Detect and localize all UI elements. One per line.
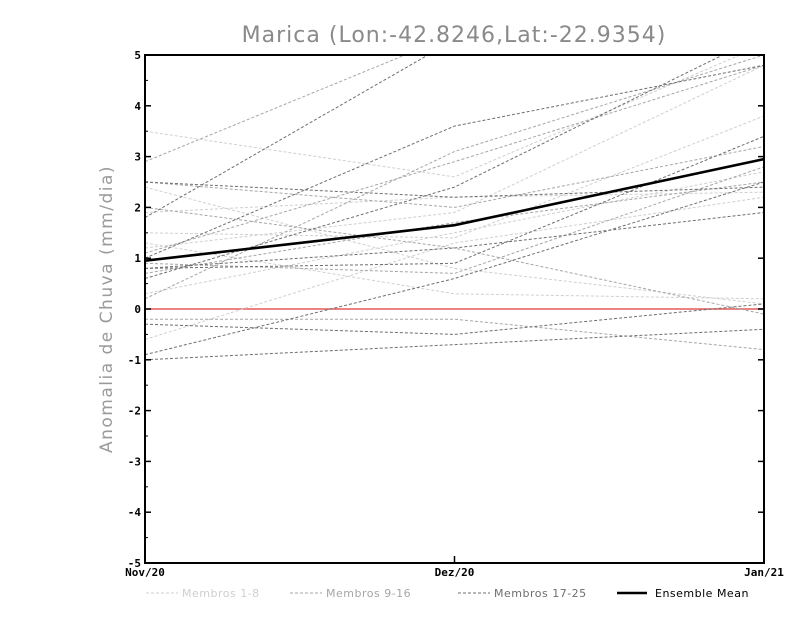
member-line-7 — [145, 64, 764, 249]
legend-label: Membros 17-25 — [494, 587, 587, 600]
member-line-2 — [145, 191, 764, 213]
y-tick-label: 3 — [134, 151, 141, 164]
member-line-24 — [145, 64, 764, 259]
legend-label: Ensemble Mean — [655, 587, 749, 600]
member-line-21 — [145, 303, 764, 335]
chart-title: Marica (Lon:-42.8246,Lat:-22.9354) — [242, 23, 667, 48]
member-line-11 — [145, 64, 764, 254]
member-line-10 — [145, 145, 764, 208]
y-tick-label: 4 — [134, 100, 141, 113]
legend-label: Membros 9-16 — [326, 587, 411, 600]
member-line-4 — [145, 242, 764, 300]
y-tick-label: 2 — [134, 201, 141, 214]
y-tick-label: 0 — [134, 303, 141, 316]
member-line-18 — [145, 55, 724, 279]
member-line-13 — [145, 318, 764, 351]
ensemble-mean-line — [145, 157, 764, 262]
member-line-20 — [145, 135, 764, 269]
member-line-16 — [145, 206, 764, 315]
member-line-5 — [145, 171, 764, 295]
member-line-8 — [145, 186, 764, 305]
member-line-6 — [145, 196, 764, 340]
series-layer — [145, 55, 764, 361]
legend: Membros 1-8 Membros 9-16 Membros 17-25 Ense… — [146, 587, 749, 600]
member-line-1 — [145, 55, 742, 178]
member-line-12 — [145, 181, 764, 274]
y-tick-label: -2 — [128, 405, 141, 418]
member-line-14 — [145, 166, 764, 274]
member-line-23 — [145, 328, 764, 361]
y-tick-label: -1 — [128, 354, 142, 367]
y-tick-label: -4 — [128, 506, 142, 519]
y-tick-label: 1 — [134, 252, 141, 265]
member-line-19 — [145, 181, 764, 198]
y-tick-label: 5 — [134, 49, 141, 62]
legend-label: Membros 1-8 — [182, 587, 260, 600]
x-tick-label: Nov/20 — [125, 566, 165, 579]
member-line-25 — [145, 212, 764, 269]
member-line-22 — [145, 181, 764, 356]
member-line-3 — [145, 115, 764, 239]
x-tick-label: Dez/20 — [435, 566, 475, 579]
x-tick-label: Jan/21 — [744, 566, 784, 579]
y-tick-label: -5 — [128, 557, 141, 570]
y-tick-label: -3 — [128, 455, 141, 468]
y-axis-label: Anomalia de Chuva (mm/dia) — [97, 165, 117, 453]
member-line-9 — [145, 55, 407, 163]
member-line-15 — [145, 55, 764, 300]
